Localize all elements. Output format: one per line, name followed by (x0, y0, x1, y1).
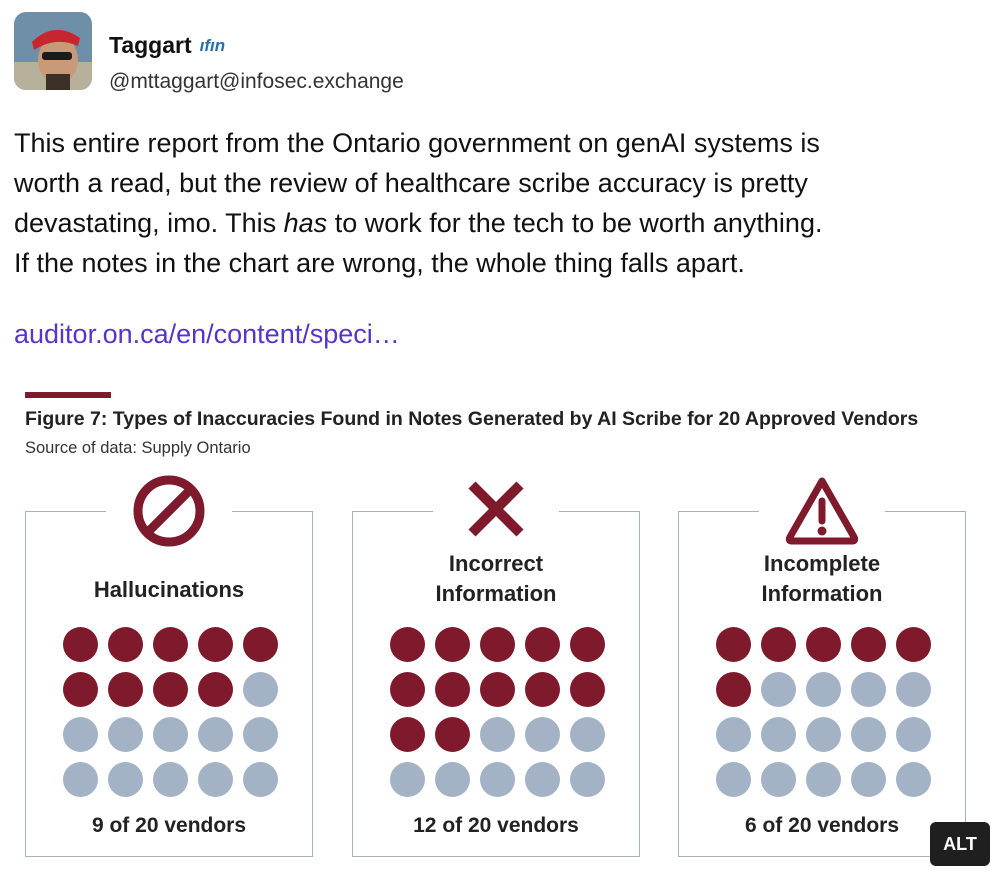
vendor-dot-flagged (108, 672, 143, 707)
vendor-dot-clear (525, 762, 560, 797)
vendor-dot-flagged (153, 672, 188, 707)
vendor-dot-clear (243, 762, 278, 797)
post-body: This entire report from the Ontario gove… (14, 123, 989, 283)
dot-grid (390, 627, 615, 807)
post-text: to work for the tech to be worth anythin… (327, 208, 823, 238)
report-link[interactable]: auditor.on.ca/en/content/speci… (14, 319, 400, 349)
panel-incorrect-information: Incorrect Information 12 of 20 vendors (352, 481, 640, 857)
vendor-dot-clear (153, 717, 188, 752)
panel-count: 12 of 20 vendors (413, 814, 579, 837)
vendor-dot-flagged (198, 672, 233, 707)
post-line: This entire report from the Ontario gove… (14, 128, 820, 158)
prohibited-icon (133, 475, 205, 547)
figure-accent-bar (25, 392, 111, 398)
vendor-dot-flagged (243, 627, 278, 662)
vendor-dot-clear (198, 717, 233, 752)
author-name[interactable]: Taggart ıfın (109, 32, 225, 59)
vendor-dot-flagged (851, 627, 886, 662)
vendor-dot-clear (153, 762, 188, 797)
vendor-dot-flagged (525, 627, 560, 662)
alt-text-button[interactable]: ALT (930, 822, 990, 866)
vendor-dot-clear (570, 717, 605, 752)
vendor-dot-flagged (435, 717, 470, 752)
vendor-dot-clear (390, 762, 425, 797)
vendor-dot-clear (761, 672, 796, 707)
vendor-dot-flagged (570, 627, 605, 662)
vendor-dot-flagged (153, 627, 188, 662)
warning-icon (785, 477, 859, 545)
vendor-dot-clear (480, 717, 515, 752)
panel-label: Incomplete (763, 551, 881, 576)
vendor-dot-flagged (716, 627, 751, 662)
vendor-dot-flagged (480, 627, 515, 662)
x-mark-icon (468, 481, 524, 537)
vendor-dot-clear (806, 762, 841, 797)
vendor-dot-flagged (435, 672, 470, 707)
vendor-dot-clear (896, 762, 931, 797)
vendor-dot-clear (806, 672, 841, 707)
vendor-dot-flagged (480, 672, 515, 707)
vendor-dot-flagged (716, 672, 751, 707)
panel-label: Incorrect (448, 551, 544, 576)
post-header: Taggart ıfın @mttaggart@infosec.exchange (14, 12, 984, 93)
post-emphasis: has (283, 208, 328, 238)
vendor-dot-flagged (390, 717, 425, 752)
vendor-dot-flagged (390, 627, 425, 662)
panel-label: Information (761, 581, 883, 606)
figure-image[interactable]: Figure 7: Types of Inaccuracies Found in… (0, 380, 1000, 886)
vendor-dot-clear (108, 717, 143, 752)
author-handle[interactable]: @mttaggart@infosec.exchange (109, 70, 404, 93)
vendor-dot-clear (525, 717, 560, 752)
vendor-dot-clear (896, 717, 931, 752)
vendor-dot-clear (198, 762, 233, 797)
figure-title: Figure 7: Types of Inaccuracies Found in… (25, 408, 919, 430)
vendor-dot-clear (761, 717, 796, 752)
vendor-dot-flagged (435, 627, 470, 662)
vendor-dot-clear (243, 717, 278, 752)
dot-grid (716, 627, 941, 807)
panel-count: 6 of 20 vendors (744, 814, 900, 837)
vendor-dot-clear (108, 762, 143, 797)
vendor-dot-clear (63, 717, 98, 752)
vendor-dot-clear (435, 762, 470, 797)
vendor-dot-clear (716, 717, 751, 752)
author-name-text: Taggart (109, 32, 192, 58)
panel-label: Hallucinations (93, 577, 245, 602)
vendor-dot-flagged (896, 627, 931, 662)
vendor-dot-flagged (390, 672, 425, 707)
vendor-dot-clear (570, 762, 605, 797)
avatar[interactable] (14, 12, 92, 90)
vendor-dot-flagged (525, 672, 560, 707)
vendor-dot-clear (851, 717, 886, 752)
post-line: If the notes in the chart are wrong, the… (14, 248, 745, 278)
post-line: devastating, imo. This has to work for t… (14, 203, 989, 243)
vendor-dot-flagged (761, 627, 796, 662)
panel-count: 9 of 20 vendors (91, 814, 247, 837)
figure-source: Source of data: Supply Ontario (25, 439, 251, 457)
vendor-dot-clear (896, 672, 931, 707)
vendor-dot-clear (851, 762, 886, 797)
vendor-dot-flagged (806, 627, 841, 662)
avatar-image (14, 12, 92, 90)
panel-hallucinations: Hallucinations 9 of 20 vendors (25, 475, 313, 857)
vendor-dot-clear (63, 762, 98, 797)
vendor-dot-flagged (63, 627, 98, 662)
post-line: worth a read, but the review of healthca… (14, 168, 808, 198)
vendor-dot-clear (761, 762, 796, 797)
vendor-dot-flagged (570, 672, 605, 707)
dot-grid (63, 627, 288, 807)
vendor-dot-flagged (108, 627, 143, 662)
bot-badge-icon: ıfın (199, 36, 226, 55)
vendor-dot-clear (480, 762, 515, 797)
vendor-dot-clear (851, 672, 886, 707)
vendor-dot-flagged (63, 672, 98, 707)
panel-incomplete-information: Incomplete Information 6 of 20 vendors (678, 477, 966, 857)
post-text: devastating, imo. This (14, 208, 284, 238)
vendor-dot-clear (716, 762, 751, 797)
vendor-dot-clear (806, 717, 841, 752)
vendor-dot-clear (243, 672, 278, 707)
vendor-dot-flagged (198, 627, 233, 662)
panel-label: Information (435, 581, 557, 606)
